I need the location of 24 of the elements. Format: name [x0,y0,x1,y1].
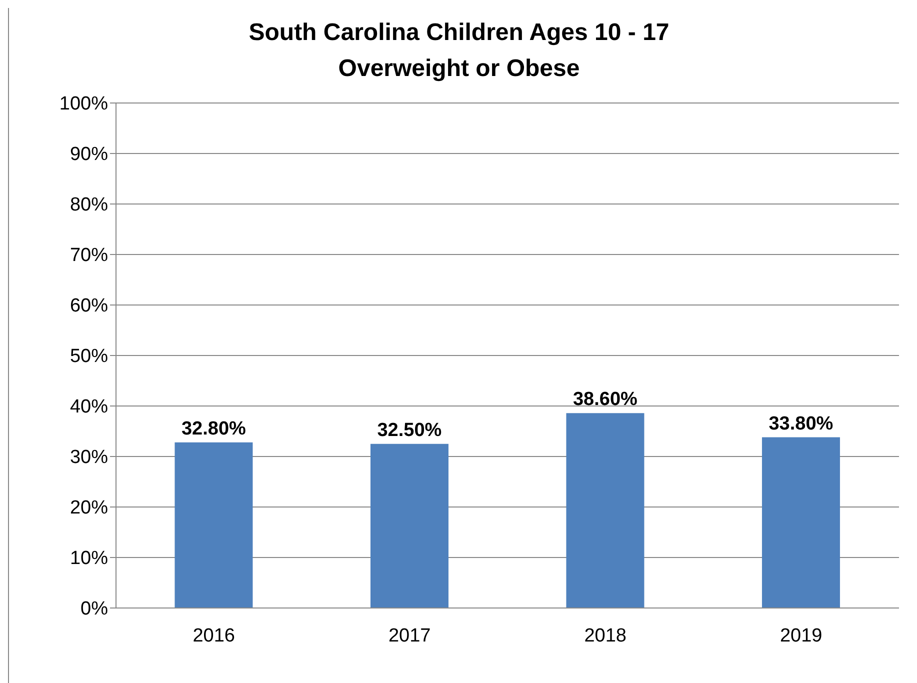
y-tick-label: 30% [70,447,108,468]
x-tick-label: 2016 [192,625,236,646]
data-label: 32.80% [182,418,246,440]
x-tick-label: 2019 [780,625,822,646]
y-tick-label: 10% [70,548,108,570]
bar [370,444,448,608]
data-label: 32.50% [377,420,442,441]
y-tick-label: 70% [70,245,108,266]
bar [174,442,253,608]
chart-title: South Carolina Children Ages 10 - 17 Overweight or Obese [248,18,670,84]
data-label: 38.60% [573,389,638,410]
y-tick-label: 20% [70,498,108,519]
y-tick-label: 80% [70,194,108,216]
y-tick-label: 100% [59,94,108,115]
y-tick-label: 90% [70,144,108,166]
x-tick-label: 2018 [584,625,627,646]
y-tick-label: 60% [70,296,108,317]
y-tick-label: 50% [70,346,108,368]
x-tick-label: 2017 [388,625,431,646]
y-tick-label: 40% [70,396,108,418]
bar [762,437,840,608]
bar [566,413,644,608]
data-label: 33.80% [768,413,834,434]
y-tick-label: 0% [80,598,108,620]
